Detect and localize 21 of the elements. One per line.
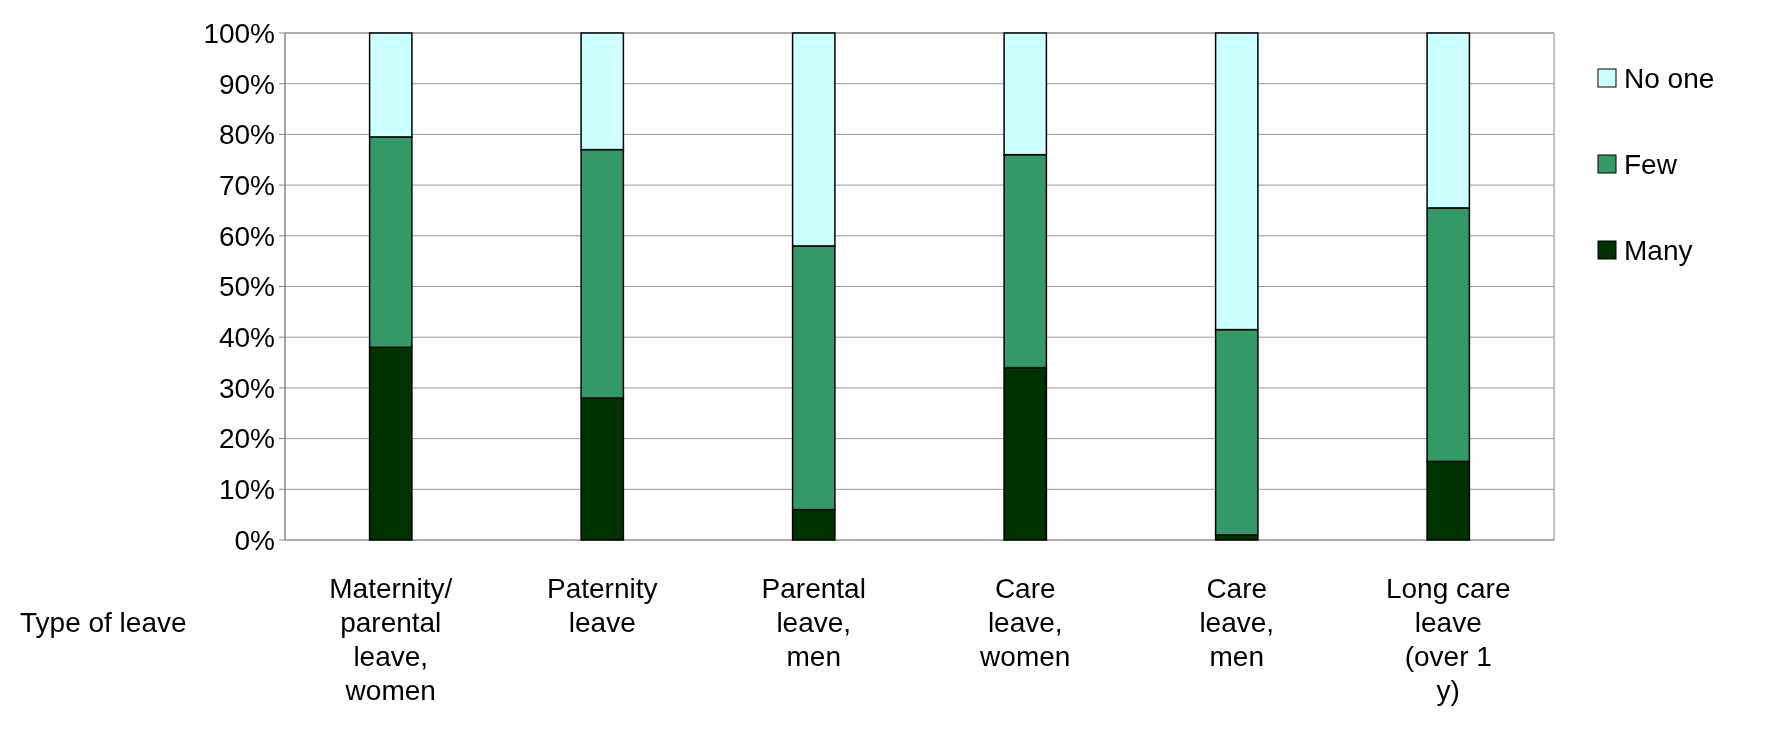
y-tick-label: 70%: [218, 169, 275, 201]
y-tick-label: 20%: [218, 423, 275, 455]
y-tick-label: 100%: [203, 17, 275, 49]
legend-label: No one: [1624, 62, 1715, 94]
y-tick-label: 10%: [218, 474, 275, 506]
y-tick-label: 30%: [218, 372, 275, 404]
x-tick-label: Care leave, men: [1199, 573, 1275, 672]
x-tick-label: Maternity/ parental leave, women: [329, 573, 453, 706]
y-tick-label: 90%: [218, 68, 275, 100]
y-tick-label: 80%: [218, 119, 275, 151]
x-tick-label: Parental leave, men: [761, 573, 866, 672]
x-tick-label: Paternity leave: [547, 573, 658, 638]
x-tick-label: Care leave, women: [979, 573, 1071, 672]
x-tick-label: Long care leave (over 1 y): [1385, 573, 1511, 706]
y-tick-label: 40%: [218, 322, 275, 353]
legend-label: Few: [1624, 148, 1678, 180]
x-axis-title: Type of leave: [20, 607, 187, 638]
y-tick-label: 0%: [234, 524, 275, 556]
y-tick-label: 50%: [218, 271, 275, 303]
legend-label: Many: [1624, 234, 1693, 266]
y-tick-label: 60%: [218, 220, 275, 252]
